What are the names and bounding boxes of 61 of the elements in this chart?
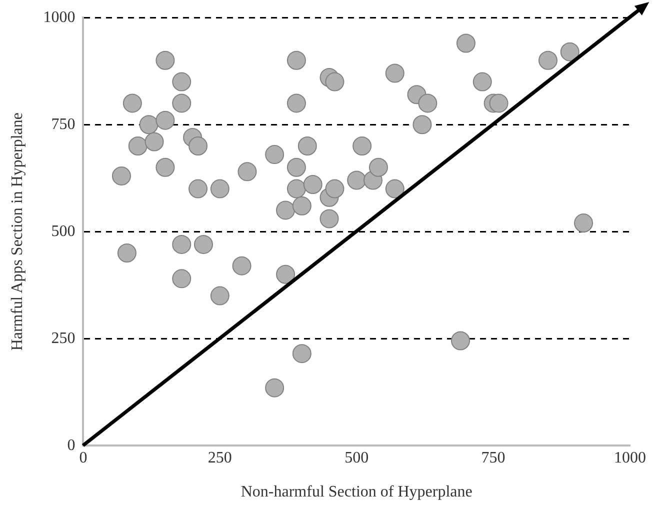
x-tick-label: 0 <box>79 449 88 466</box>
point <box>560 42 580 62</box>
y-tick-label: 500 <box>51 222 76 240</box>
y-tick-label: 250 <box>51 330 76 347</box>
point <box>325 179 344 198</box>
point <box>265 145 284 164</box>
point <box>385 64 404 83</box>
x-tick-label: 500 <box>344 449 369 466</box>
point <box>538 50 558 70</box>
point <box>574 214 594 233</box>
point <box>450 331 470 350</box>
point <box>347 170 366 190</box>
point <box>112 166 131 186</box>
x-tick-label: 250 <box>208 449 232 466</box>
point <box>325 72 344 92</box>
point <box>292 344 312 364</box>
point <box>144 132 164 152</box>
point <box>172 94 192 113</box>
point <box>472 72 492 92</box>
point <box>298 136 317 156</box>
point <box>210 179 230 198</box>
point <box>418 94 438 113</box>
point <box>489 94 508 113</box>
point <box>172 72 192 92</box>
point <box>368 158 388 177</box>
x-axis-title: Non-harmful Section of Hyperplane <box>240 484 472 501</box>
point <box>286 179 306 198</box>
point <box>172 234 192 254</box>
point <box>412 115 432 134</box>
x-tick-label: 750 <box>481 449 506 466</box>
point <box>122 94 142 113</box>
point <box>156 110 175 130</box>
y-tick-label: 0 <box>67 436 76 454</box>
point <box>286 94 306 113</box>
point <box>128 136 148 156</box>
point <box>117 244 136 262</box>
point <box>456 34 476 53</box>
point <box>292 196 312 216</box>
point <box>194 234 213 254</box>
point <box>188 179 208 198</box>
point <box>172 269 192 288</box>
point <box>385 179 404 198</box>
point <box>210 286 230 306</box>
point <box>265 378 284 398</box>
point <box>188 136 208 156</box>
point <box>156 50 175 70</box>
point <box>276 200 296 220</box>
point <box>156 158 175 177</box>
point <box>276 264 296 284</box>
point <box>238 162 257 182</box>
point <box>286 158 306 177</box>
point <box>352 136 372 156</box>
point <box>320 209 339 228</box>
point <box>286 50 306 70</box>
y-tick-label: 750 <box>51 116 76 133</box>
y-axis-title: Harmful Apps Section in Hyperplane <box>8 112 26 351</box>
x-tick-label: 1000 <box>614 449 646 466</box>
y-tick-label: 1000 <box>43 8 76 26</box>
point <box>139 115 158 134</box>
point <box>303 175 322 194</box>
point <box>232 256 252 276</box>
